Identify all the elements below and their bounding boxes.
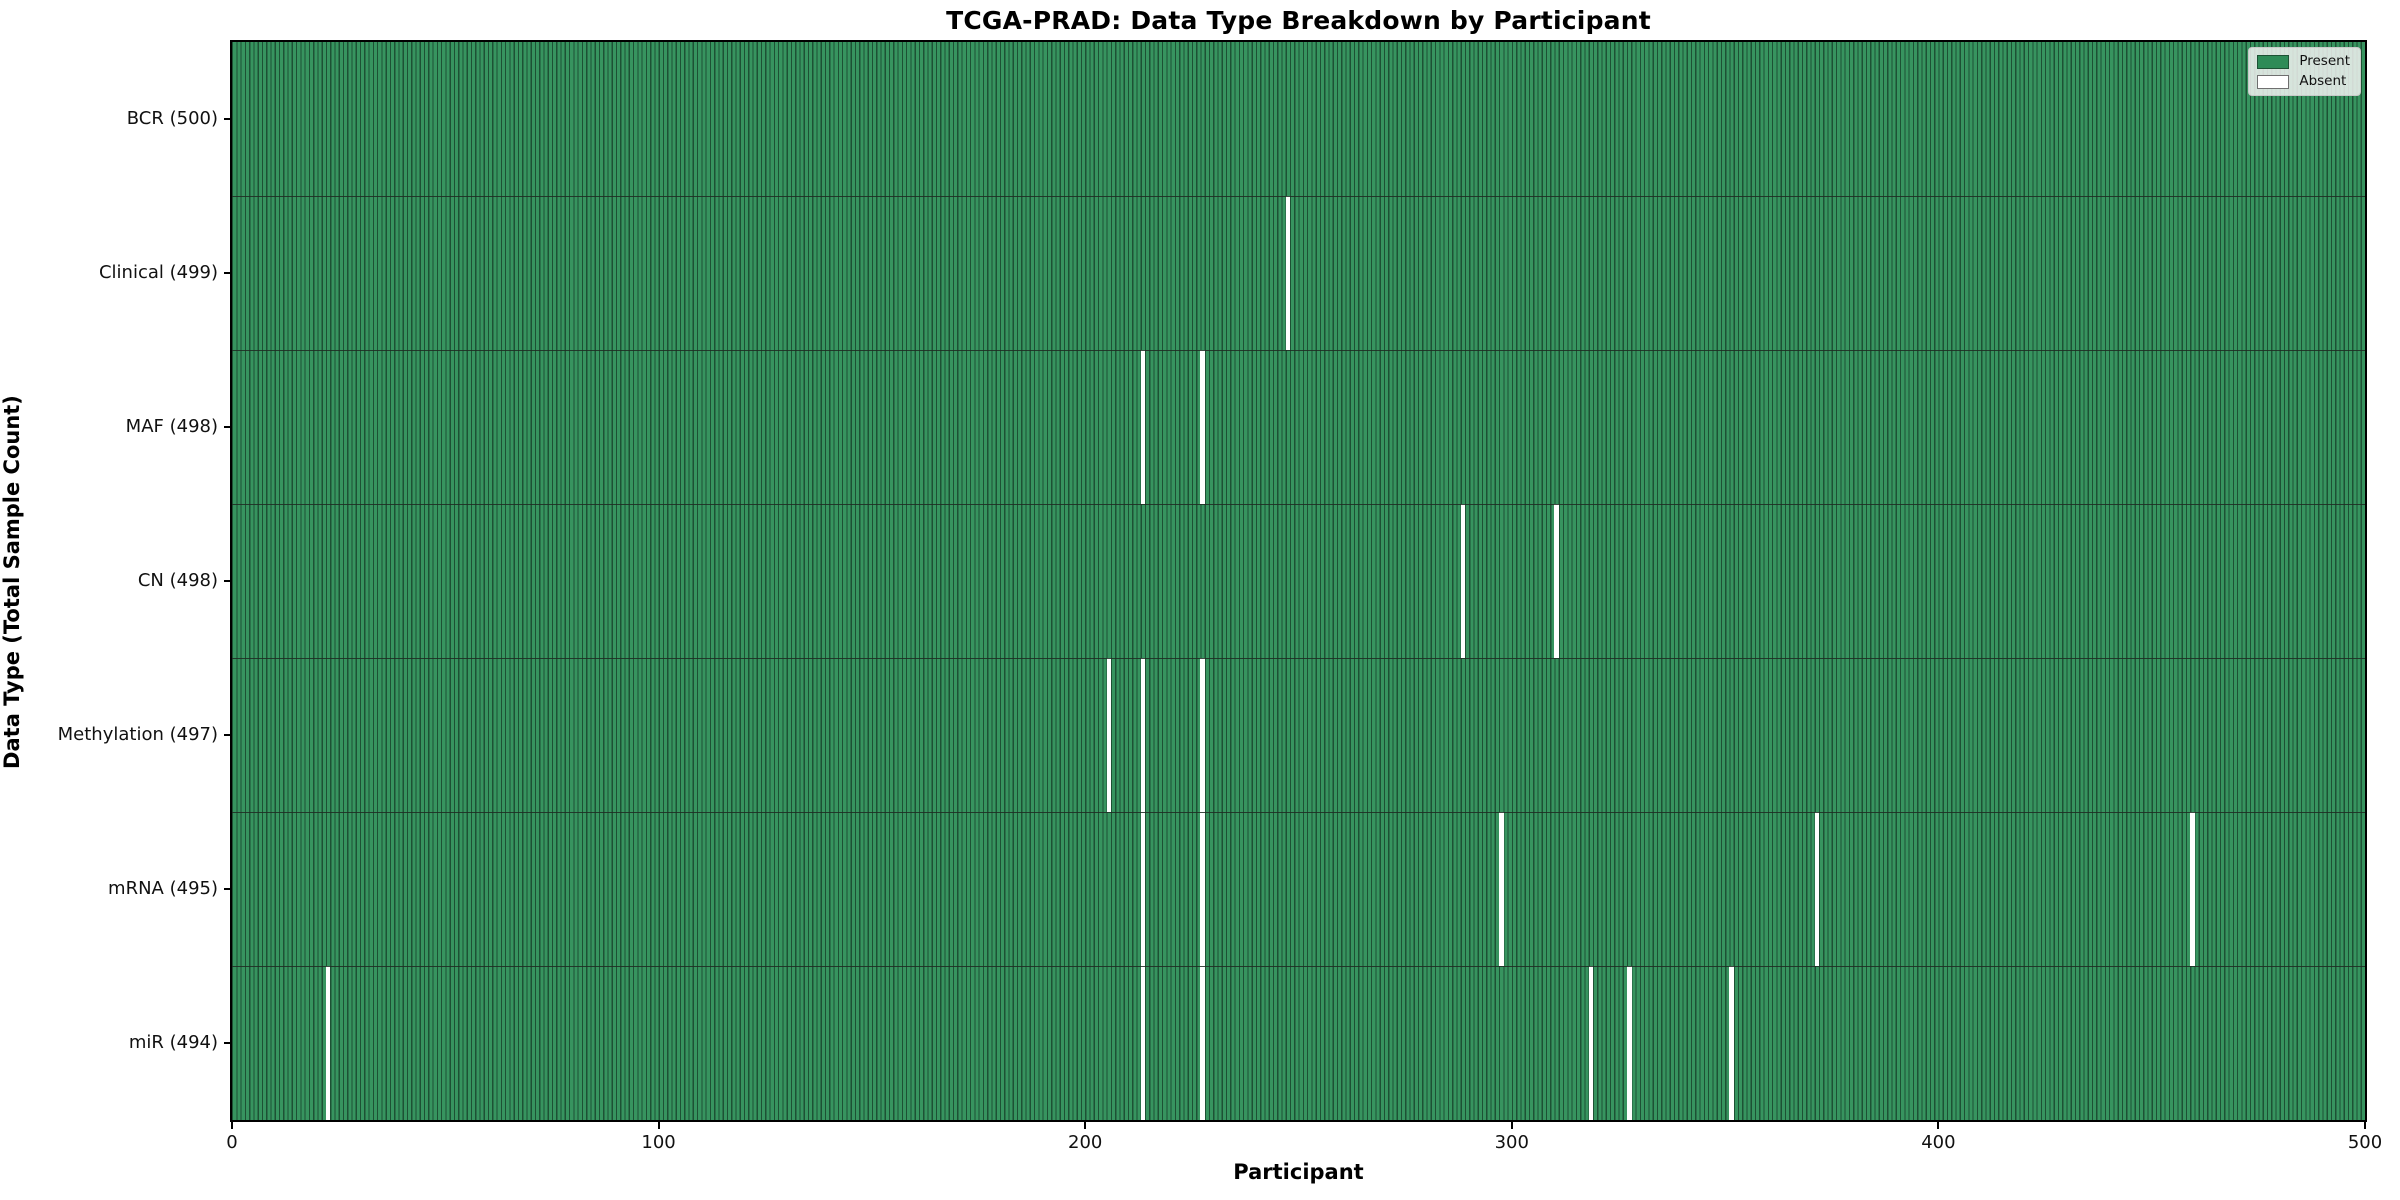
chart-row-miR: [232, 966, 2365, 1120]
ytick-mark: [224, 888, 232, 890]
absent-gap-mRNA-297: [1499, 812, 1504, 966]
legend-label: Absent: [2299, 73, 2347, 89]
ytick-label-MAF: MAF (498): [125, 416, 218, 437]
chart-row-MAF: [232, 350, 2365, 504]
row-separator: [232, 350, 2365, 351]
absent-gap-Methylation-213: [1140, 658, 1146, 812]
absent-gap-Methylation-205: [1106, 658, 1112, 812]
legend: Present Absent: [2248, 47, 2361, 96]
absent-gap-mRNA-459: [2190, 812, 2195, 966]
legend-entry-present: Present: [2257, 54, 2350, 69]
chart-title: TCGA-PRAD: Data Type Breakdown by Partic…: [946, 6, 1651, 35]
ytick-mark: [224, 272, 232, 274]
row-separator: [232, 812, 2365, 813]
ytick-label-CN: CN (498): [137, 570, 218, 591]
absent-gap-mRNA-213: [1140, 812, 1146, 966]
ytick-mark: [224, 1042, 232, 1044]
legend-swatch-absent: [2257, 74, 2290, 89]
ytick-label-Clinical: Clinical (499): [98, 262, 218, 283]
xtick-mark: [231, 1120, 233, 1129]
xtick-mark: [2364, 1120, 2366, 1129]
row-separator: [232, 504, 2365, 505]
xtick-label-0: 0: [226, 1132, 238, 1153]
legend-label: Present: [2299, 53, 2350, 69]
chart-row-Clinical: [232, 196, 2365, 350]
absent-gap-Methylation-227: [1200, 658, 1205, 812]
legend-swatch-present: [2257, 54, 2290, 69]
ytick-label-Methylation: Methylation (497): [57, 724, 218, 745]
absent-gap-mRNA-371: [1814, 812, 1820, 966]
y-axis: BCR (500) Clinical (499) MAF (498) CN (498)…: [0, 0, 232, 1200]
ytick-label-BCR: BCR (500): [126, 108, 218, 129]
xtick-label-100: 100: [641, 1132, 676, 1153]
chart-row-mRNA: [232, 812, 2365, 966]
ytick-mark: [224, 118, 232, 120]
xtick-mark: [1937, 1120, 1940, 1129]
absent-gap-miR-318: [1588, 966, 1594, 1120]
chart-row-BCR: [232, 42, 2365, 196]
absent-gap-CN-310: [1554, 504, 1559, 658]
absent-gap-CN-288: [1460, 504, 1466, 658]
absent-gap-MAF-227: [1200, 350, 1205, 504]
absent-gap-miR-327: [1626, 966, 1632, 1120]
absent-gap-miR-227: [1200, 966, 1205, 1120]
row-separator: [232, 966, 2365, 967]
ytick-mark: [224, 734, 232, 736]
xtick-mark: [1510, 1120, 1513, 1129]
chart-row-CN: [232, 504, 2365, 658]
absent-gap-miR-213: [1140, 966, 1146, 1120]
xtick-label-200: 200: [1068, 1132, 1103, 1153]
ytick-label-miR: miR (494): [128, 1032, 218, 1053]
x-axis: 0 100 200 300 400 500: [226, 1120, 2382, 1200]
absent-gap-MAF-213: [1140, 350, 1146, 504]
ytick-label-mRNA: mRNA (495): [108, 878, 218, 899]
absent-gap-Clinical-247: [1285, 196, 1291, 350]
xtick-mark: [1084, 1120, 1087, 1129]
legend-entry-absent: Absent: [2257, 74, 2350, 89]
xtick-label-400: 400: [1921, 1132, 1956, 1153]
row-separator: [232, 658, 2365, 659]
absent-gap-miR-22: [325, 966, 331, 1120]
row-separator: [232, 196, 2365, 197]
xtick-label-500: 500: [2347, 1132, 2383, 1153]
x-axis-title: Participant: [1233, 1160, 1364, 1184]
absent-gap-mRNA-227: [1200, 812, 1205, 966]
ytick-mark: [224, 426, 232, 428]
ytick-mark: [224, 580, 232, 582]
plot-area: Present Absent: [230, 40, 2367, 1122]
absent-gap-miR-351: [1729, 966, 1734, 1120]
chart-row-Methylation: [232, 658, 2365, 812]
xtick-mark: [657, 1120, 660, 1129]
xtick-label-300: 300: [1494, 1132, 1529, 1153]
